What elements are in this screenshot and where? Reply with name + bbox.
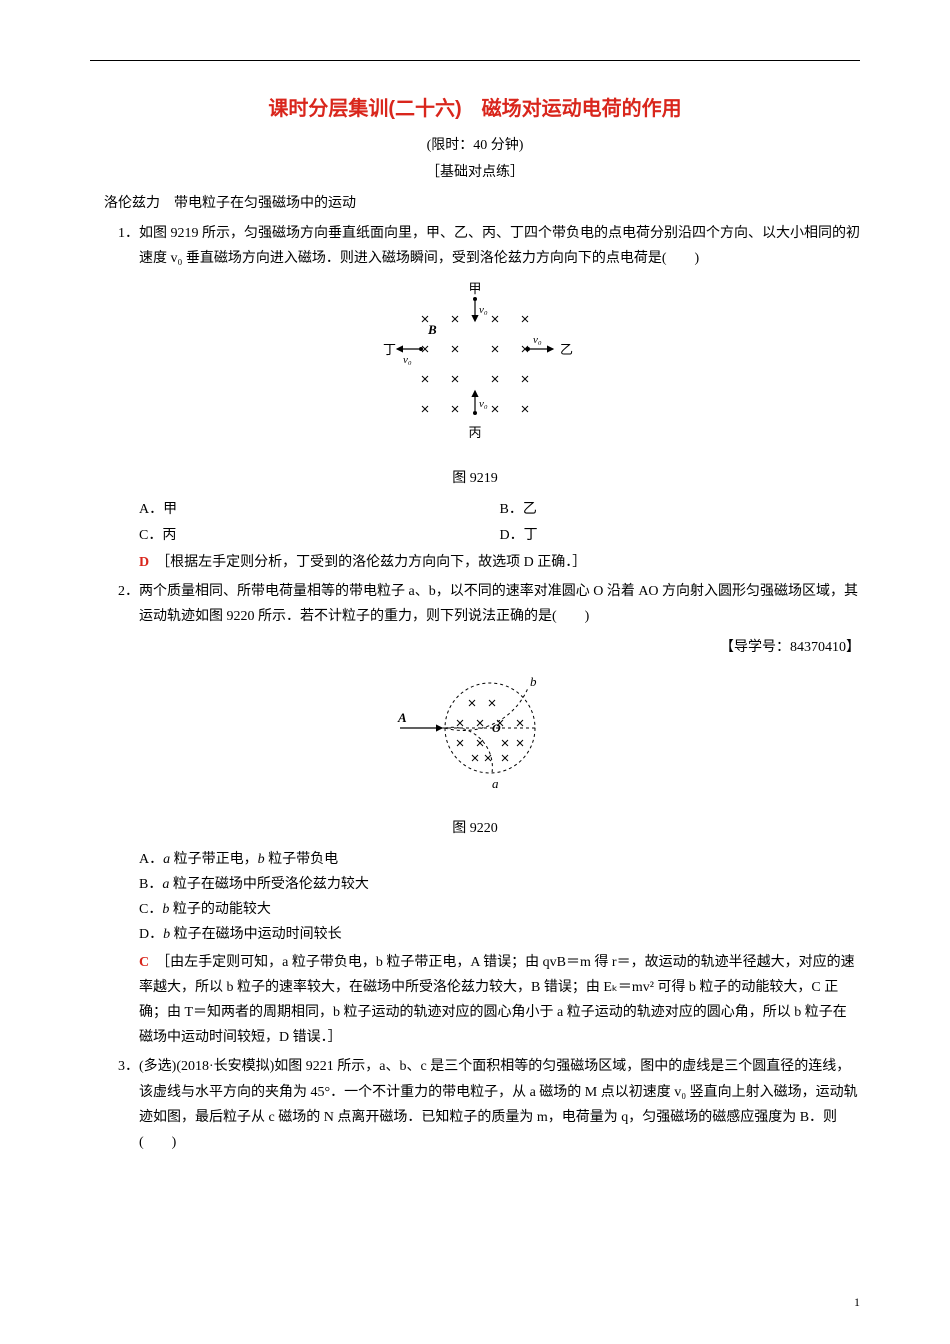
q1-option-d: D．丁 xyxy=(500,523,861,548)
page: 课时分层集训(二十六) 磁场对运动电荷的作用 (限时：40 分钟) ［基础对点练… xyxy=(0,0,950,1344)
q1-options: A．甲 B．乙 C．丙 D．丁 xyxy=(90,497,860,547)
q2-ans-letter: C xyxy=(139,955,149,970)
fig1-label-bottom: 丙 xyxy=(468,425,481,440)
q2-options: A．a 粒子带正电，b 粒子带负电 B．a 粒子在磁场中所受洛伦兹力较大 C．b… xyxy=(90,847,860,948)
section-tag: 洛伦兹力 带电粒子在匀强磁场中的运动 xyxy=(90,191,860,216)
q2-figure: A O b a xyxy=(90,668,860,807)
top-rule xyxy=(90,60,860,61)
subtitle-section: ［基础对点练］ xyxy=(90,160,860,185)
fig1-v0-right: v₀ xyxy=(533,334,542,346)
figure-9220-svg: A O b a xyxy=(380,668,570,798)
q2-guide: 【导学号：84370410】 xyxy=(90,635,860,660)
q2-stem: 2．两个质量相同、所带电荷量相等的带电粒子 a、b，以不同的速率对准圆心 O 沿… xyxy=(90,579,860,629)
q1-option-c: C．丙 xyxy=(139,523,500,548)
fig2-label-a: a xyxy=(492,776,499,791)
page-title: 课时分层集训(二十六) 磁场对运动电荷的作用 xyxy=(90,91,860,127)
page-number: 1 xyxy=(854,1292,860,1314)
q1-option-a: A．甲 xyxy=(139,497,500,522)
q2-option-b: B．a 粒子在磁场中所受洛伦兹力较大 xyxy=(139,872,860,897)
fig1-v0-left: v₀ xyxy=(403,354,412,366)
subtitle-time: (限时：40 分钟) xyxy=(90,133,860,158)
q2-option-d: D．b 粒子在磁场中运动时间较长 xyxy=(139,922,860,947)
q1-ans-text: ［根据左手定则分析，丁受到的洛伦兹力方向向下，故选项 D 正确．］ xyxy=(149,555,586,570)
q1-ans-letter: D xyxy=(139,555,149,570)
fig1-v0-top: v₀ xyxy=(479,304,488,316)
q1-stem: 1．如图 9­2­19 所示，匀强磁场方向垂直纸面向里，甲、乙、丙、丁四个带负电… xyxy=(90,221,860,271)
q2-option-c: C．b 粒子的动能较大 xyxy=(139,897,860,922)
fig1-label-left: 丁 xyxy=(383,342,396,357)
q1-option-b: B．乙 xyxy=(500,497,861,522)
fig1-label-B: B xyxy=(427,322,437,337)
fig2-label-O: O xyxy=(492,721,501,735)
figure-9219-svg: 甲 乙 丙 丁 B v₀ v₀ v₀ v₀ xyxy=(375,279,575,449)
q3-stem: 3．(多选)(2018·长安模拟)如图 9­2­21 所示，a、b、c 是三个面… xyxy=(90,1054,860,1155)
fig2-label-A: A xyxy=(397,710,407,725)
q2-ans-text: ［由左手定则可知，a 粒子带负电，b 粒子带正电，A 错误；由 qvB＝m 得 … xyxy=(139,955,855,1046)
fig1-v0-bottom: v₀ xyxy=(479,398,488,410)
fig1-label-right: 乙 xyxy=(560,342,573,357)
q2-figure-caption: 图 9­2­20 xyxy=(90,816,860,841)
q1-answer: D ［根据左手定则分析，丁受到的洛伦兹力方向向下，故选项 D 正确．］ xyxy=(90,550,860,575)
q1-figure-caption: 图 9­2­19 xyxy=(90,466,860,491)
fig2-label-b: b xyxy=(530,674,537,689)
q1-figure: 甲 乙 丙 丁 B v₀ v₀ v₀ v₀ xyxy=(90,279,860,458)
q2-option-a: A．a 粒子带正电，b 粒子带负电 xyxy=(139,847,860,872)
fig1-label-top: 甲 xyxy=(468,281,481,296)
q2-answer: C ［由左手定则可知，a 粒子带负电，b 粒子带正电，A 错误；由 qvB＝m … xyxy=(90,950,860,1051)
